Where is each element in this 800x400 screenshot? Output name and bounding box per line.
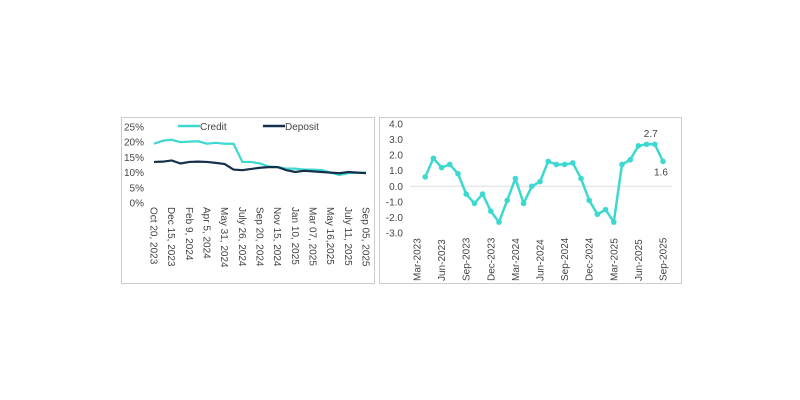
data-point (504, 197, 511, 204)
legend-label: Credit (200, 122, 227, 133)
x-tick-label: Sep 20, 2024 (254, 207, 265, 267)
x-tick-label: July 11, 2025 (342, 207, 353, 266)
data-point (471, 200, 478, 207)
x-tick-label: Jun-2024 (536, 239, 547, 281)
x-tick-label: Dec 15, 2023 (165, 207, 176, 267)
y-tick-label: -1.0 (386, 197, 404, 208)
y-tick-label: 20% (124, 138, 144, 149)
left-chart-frame (121, 117, 375, 284)
series-line-credit (153, 138, 366, 177)
data-point (561, 161, 568, 168)
data-point (643, 141, 650, 148)
data-label: 1.6 (654, 167, 668, 178)
y-tick-label: 25% (124, 123, 144, 134)
x-tick-label: Oct 20, 2023 (148, 207, 159, 265)
y-tick-label: 0.0 (389, 182, 403, 193)
x-tick-label: Sep 05, 2025 (360, 207, 371, 267)
y-tick-label: 10% (124, 168, 144, 179)
x-tick-label: May 31, 2024 (218, 207, 229, 268)
data-point (479, 191, 486, 197)
y-tick-label: -2.0 (386, 213, 404, 224)
y-tick-label: 3.0 (389, 135, 403, 146)
x-tick-label: Apr 5, 2024 (201, 207, 212, 259)
data-point (447, 161, 453, 168)
data-point (430, 155, 437, 162)
data-point (594, 211, 601, 218)
data-point (602, 206, 609, 213)
x-tick-label: Sep-2023 (462, 237, 473, 281)
x-tick-label: Feb 9, 2024 (183, 207, 194, 261)
data-point (660, 158, 666, 165)
data-point (463, 191, 470, 197)
data-point (512, 175, 519, 182)
data-point (455, 171, 461, 177)
data-point (488, 208, 494, 214)
legend-label: Deposit (285, 122, 319, 133)
data-point (586, 197, 592, 204)
x-tick-label: Dec-2023 (486, 237, 497, 281)
data-point (619, 161, 625, 168)
x-tick-label: May 16,2025 (324, 207, 335, 265)
x-tick-label: Dec-2024 (585, 237, 596, 281)
data-point (635, 143, 642, 149)
data-point (438, 164, 445, 171)
data-point (537, 178, 543, 185)
data-point (570, 160, 576, 166)
x-tick-label: Mar-2023 (413, 238, 424, 281)
x-tick-label: Jun-2023 (437, 239, 448, 281)
x-tick-label: Sep-2025 (659, 237, 670, 281)
y-tick-label: 0% (130, 199, 145, 210)
x-tick-label: Jun-2025 (634, 239, 645, 281)
data-point (422, 174, 429, 180)
data-point (611, 219, 617, 225)
data-point (496, 219, 502, 225)
data-point (652, 141, 658, 148)
data-label: 2.7 (644, 129, 658, 140)
x-tick-label: Nov 15, 2024 (271, 207, 282, 267)
x-tick-label: July 26, 2024 (236, 207, 247, 267)
y-tick-label: 5% (130, 183, 145, 194)
x-tick-label: Sep-2024 (560, 237, 571, 281)
data-point (545, 158, 551, 165)
data-point (553, 161, 560, 168)
y-tick-label: 2.0 (389, 151, 403, 162)
x-tick-label: Mar-2025 (609, 238, 620, 281)
y-tick-label: 15% (124, 153, 144, 164)
series-line-deposit (153, 159, 367, 175)
x-tick-label: Jan 10, 2025 (289, 207, 300, 265)
x-tick-label: Mar 07, 2025 (307, 207, 318, 266)
data-point (529, 183, 535, 190)
y-tick-label: 4.0 (389, 120, 403, 131)
data-point (627, 157, 633, 163)
right-chart-frame (379, 117, 682, 284)
x-tick-label: Mar-2024 (511, 238, 522, 281)
data-point (520, 200, 527, 207)
y-tick-label: -3.0 (386, 229, 404, 240)
data-point (578, 175, 584, 182)
series-line (424, 142, 665, 224)
y-tick-label: 1.0 (389, 166, 403, 177)
